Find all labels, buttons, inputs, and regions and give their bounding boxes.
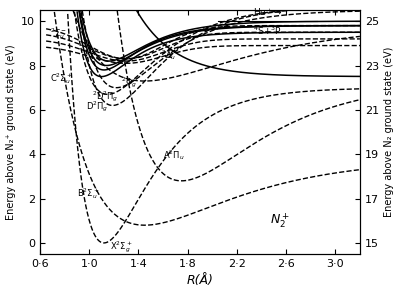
- Text: N$_2^+$: N$_2^+$: [270, 211, 290, 230]
- Text: A$^2\Pi_u$: A$^2\Pi_u$: [163, 148, 185, 162]
- Text: He$^+$→: He$^+$→: [253, 6, 282, 18]
- Text: D$^2\Pi_g$: D$^2\Pi_g$: [86, 100, 108, 114]
- Text: $^2\Delta_u$: $^2\Delta_u$: [160, 48, 176, 62]
- Text: $^4$S+$^3$P: $^4$S+$^3$P: [253, 25, 282, 37]
- Text: $^2\Sigma_u^-$: $^2\Sigma_u^-$: [50, 26, 67, 41]
- Text: $^2\mathrm{D}^2\Pi_g$: $^2\mathrm{D}^2\Pi_g$: [92, 90, 118, 104]
- Text: X$^2\Sigma_g^+$: X$^2\Sigma_g^+$: [110, 240, 133, 255]
- Text: B$^2\Sigma_u^+$: B$^2\Sigma_u^+$: [77, 186, 100, 201]
- X-axis label: R(Å): R(Å): [186, 275, 213, 287]
- Y-axis label: Energy above N₂ ground state (eV): Energy above N₂ ground state (eV): [384, 47, 394, 217]
- Text: C$^2\Sigma_u^+$: C$^2\Sigma_u^+$: [50, 71, 73, 86]
- Y-axis label: Energy above N₂⁺ ground state (eV): Energy above N₂⁺ ground state (eV): [6, 44, 16, 220]
- Text: $^2\Phi_g$: $^2\Phi_g$: [121, 76, 138, 90]
